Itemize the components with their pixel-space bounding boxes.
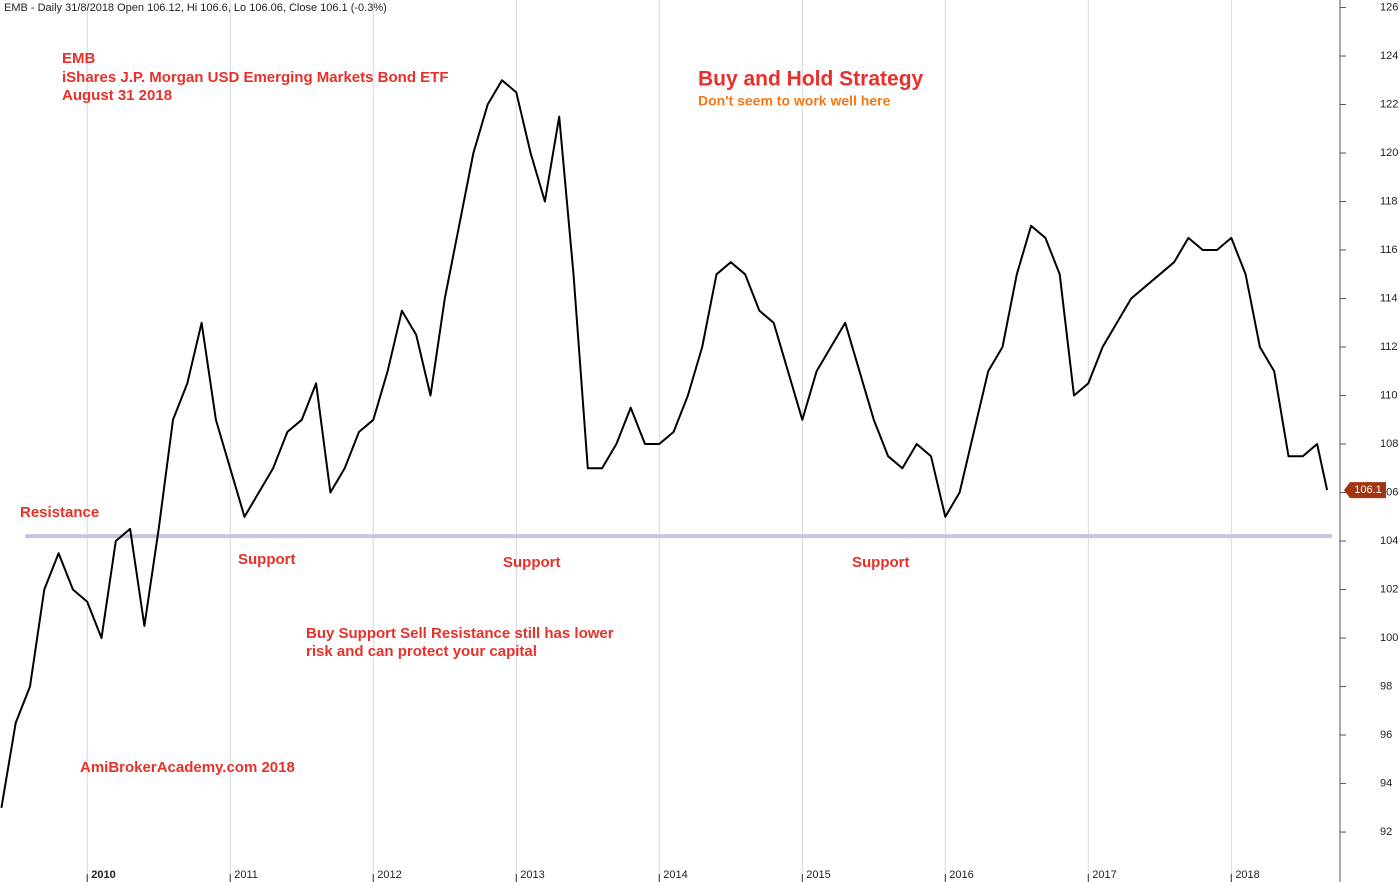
y-tick-label: 102 xyxy=(1380,583,1398,595)
annotation: Resistance xyxy=(20,504,99,521)
x-tick-label: 2012 xyxy=(377,869,401,881)
annotation: risk and can protect your capital xyxy=(306,643,537,660)
y-tick-label: 92 xyxy=(1380,826,1392,838)
price-line xyxy=(0,79,1329,808)
x-tick-label: 2010 xyxy=(91,869,115,881)
annotation: AmiBrokerAcademy.com 2018 xyxy=(80,759,295,776)
price-tag xyxy=(1344,482,1386,499)
annotation: Support xyxy=(238,551,296,568)
y-tick-label: 120 xyxy=(1380,147,1398,159)
headline: Buy and Hold Strategy xyxy=(698,68,924,91)
title-line: iShares J.P. Morgan USD Emerging Markets… xyxy=(62,69,448,86)
y-tick-label: 122 xyxy=(1380,98,1398,110)
x-tick-label: 2011 xyxy=(234,869,258,881)
title-line: August 31 2018 xyxy=(62,87,172,104)
y-tick-label: 100 xyxy=(1380,632,1398,644)
annotation: Buy Support Sell Resistance still has lo… xyxy=(306,625,614,642)
y-tick-label: 114 xyxy=(1380,292,1398,304)
annotation: Support xyxy=(503,554,561,571)
x-tick-label: 2017 xyxy=(1092,869,1116,881)
subheadline: Don't seem to work well here xyxy=(698,93,891,109)
y-tick-label: 110 xyxy=(1380,389,1398,401)
x-tick-label: 2016 xyxy=(949,869,973,881)
y-tick-label: 94 xyxy=(1380,777,1392,789)
y-tick-label: 112 xyxy=(1380,341,1398,353)
header: EMB - Daily 31/8/2018 Open 106.12, Hi 10… xyxy=(4,2,387,14)
y-tick-label: 126 xyxy=(1380,1,1398,13)
annotation: Support xyxy=(852,554,910,571)
y-tick-label: 98 xyxy=(1380,680,1392,692)
y-tick-label: 116 xyxy=(1380,244,1398,256)
x-tick-label: 2018 xyxy=(1235,869,1259,881)
x-tick-label: 2014 xyxy=(663,869,687,881)
x-tick-label: 2013 xyxy=(520,869,544,881)
y-tick-label: 118 xyxy=(1380,195,1398,207)
y-tick-label: 104 xyxy=(1380,535,1398,547)
title-line: EMB xyxy=(62,50,96,67)
y-tick-label: 96 xyxy=(1380,729,1392,741)
y-tick-label: 124 xyxy=(1380,50,1398,62)
x-tick-label: 2015 xyxy=(806,869,830,881)
y-tick-label: 108 xyxy=(1380,438,1398,450)
price-tag-label: 106.1 xyxy=(1354,484,1382,496)
